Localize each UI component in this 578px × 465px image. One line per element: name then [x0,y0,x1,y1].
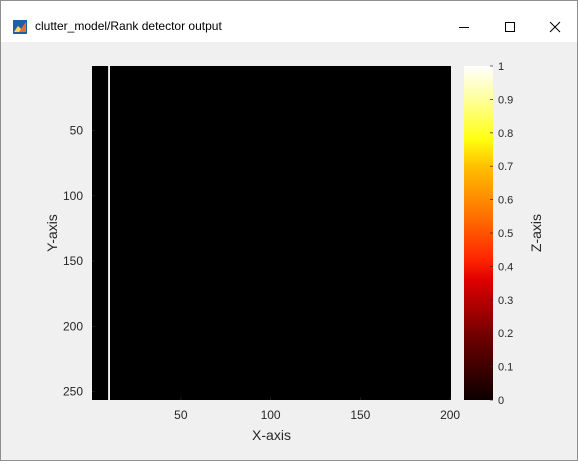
y-tick-label: 200 [63,319,83,333]
window-title: clutter_model/Rank detector output [35,19,222,33]
y-tick-label: 250 [63,385,83,399]
figure-canvas[interactable]: 50 100 150 200 50 100 150 200 250 X-axis Y-axis… [1,42,577,460]
x-tick-label: 100 [261,408,281,422]
colorbar-tick-label: 0.1 [498,362,513,374]
y-axis-label: Y-axis [44,214,60,252]
colorbar-gradient [464,66,493,400]
heatmap-axes[interactable]: 50 100 150 200 50 100 150 200 250 [63,66,460,422]
close-icon [549,21,561,33]
minimize-button[interactable] [441,12,487,42]
x-tick-label: 50 [174,408,188,422]
colorbar-tick-label: 0.2 [498,328,513,340]
maximize-icon [505,22,515,32]
y-tick-label: 50 [70,124,84,138]
x-axis-label: X-axis [252,427,291,443]
title-bar[interactable]: clutter_model/Rank detector output [1,1,577,42]
heatmap-column-value-1 [108,66,110,400]
close-button[interactable] [532,12,578,42]
colorbar-tick-label: 0.3 [498,295,513,307]
colorbar[interactable]: 0 0.1 0.2 0.3 0.4 0.5 0.6 0.7 0.8 0.9 1 [464,61,513,407]
colorbar-tick-label: 0.6 [498,195,513,207]
colorbar-tick-label: 1 [498,61,504,73]
heatmap-image [92,66,451,400]
minimize-icon [459,27,469,28]
colorbar-tick-label: 0.4 [498,261,513,273]
x-tick-label: 150 [350,408,370,422]
x-tick-label: 200 [440,408,460,422]
plot-area[interactable]: 50 100 150 200 50 100 150 200 250 X-axis Y-axis… [1,42,577,460]
colorbar-tick-label: 0.7 [498,161,513,173]
y-tick-label: 150 [63,254,83,268]
matlab-icon [13,20,27,34]
colorbar-tick-label: 0.5 [498,228,513,240]
y-tick-label: 100 [63,189,83,203]
colorbar-label: Z-axis [528,214,544,252]
colorbar-tick-label: 0.9 [498,94,513,106]
colorbar-tick-label: 0.8 [498,128,513,140]
colorbar-tick-label: 0 [498,395,504,407]
maximize-button[interactable] [487,12,533,42]
